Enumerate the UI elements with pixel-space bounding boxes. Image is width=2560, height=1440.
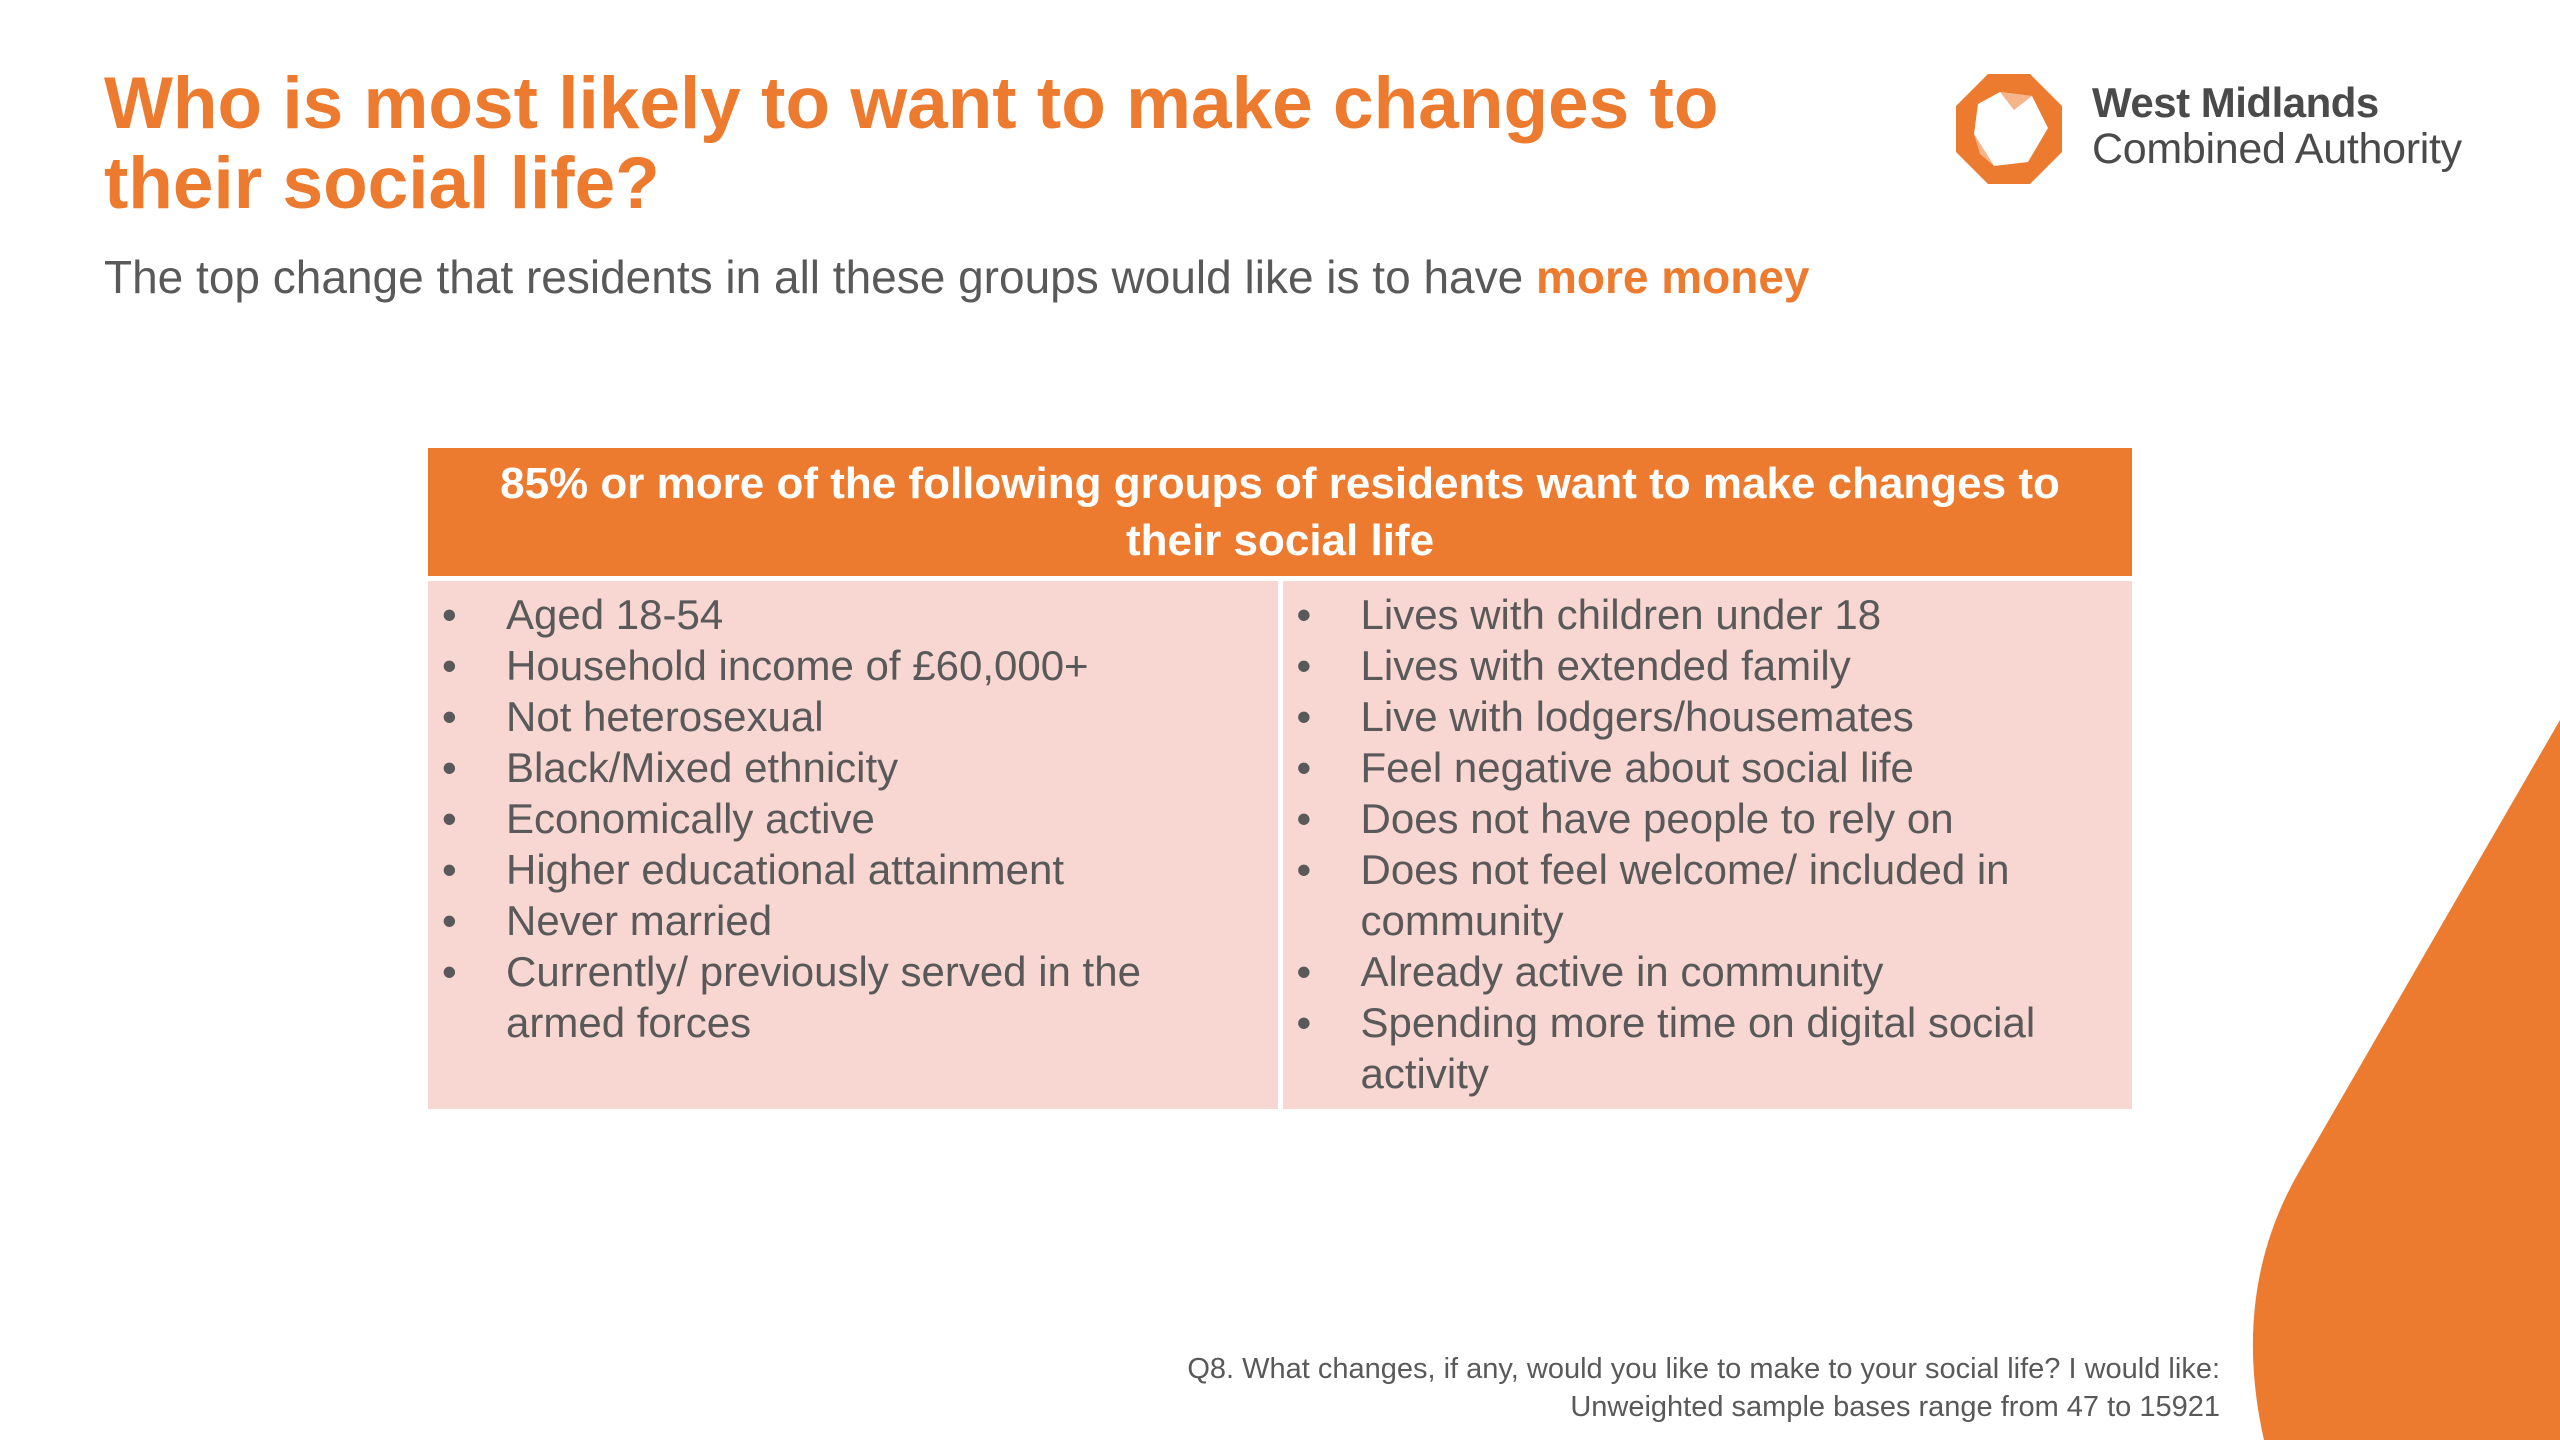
list-item: Aged 18-54 bbox=[428, 589, 1238, 640]
page-title: Who is most likely to want to make chang… bbox=[104, 63, 1719, 224]
footnote: Q8. What changes, if any, would you like… bbox=[1187, 1350, 2220, 1426]
list-item: Already active in community bbox=[1283, 946, 2093, 997]
logo-line-1: West Midlands bbox=[2092, 79, 2379, 126]
right-group-list: Lives with children under 18 Lives with … bbox=[1283, 589, 2093, 1099]
footnote-question: Q8. What changes, if any, would you like… bbox=[1187, 1353, 2220, 1385]
panel-header: 85% or more of the following groups of r… bbox=[428, 448, 2132, 576]
wmca-logo-icon bbox=[1956, 74, 2062, 184]
footnote-bases: Unweighted sample bases range from 47 to… bbox=[1570, 1391, 2220, 1423]
subtitle-highlight: more money bbox=[1535, 251, 1810, 303]
page-subtitle: The top change that residents in all the… bbox=[104, 248, 2004, 306]
right-column: Lives with children under 18 Lives with … bbox=[1282, 581, 2132, 1109]
list-item: Higher educational attainment bbox=[428, 844, 1238, 895]
subtitle-text: The top change that residents in all the… bbox=[104, 251, 1536, 303]
logo-text: West Midlands Combined Authority bbox=[2092, 79, 2462, 173]
list-item: Lives with children under 18 bbox=[1283, 589, 2093, 640]
logo-line-2: Combined Authority bbox=[2092, 125, 2462, 173]
list-item: Does not have people to rely on bbox=[1283, 793, 2093, 844]
list-item: Economically active bbox=[428, 793, 1238, 844]
left-column: Aged 18-54 Household income of £60,000+ … bbox=[428, 581, 1278, 1109]
list-item: Household income of £60,000+ bbox=[428, 640, 1238, 691]
list-item: Lives with extended family bbox=[1283, 640, 2093, 691]
list-item: Currently/ previously served in the arme… bbox=[428, 946, 1238, 1048]
list-item: Never married bbox=[428, 895, 1238, 946]
list-item: Not heterosexual bbox=[428, 691, 1238, 742]
groups-panel: 85% or more of the following groups of r… bbox=[428, 448, 2132, 1109]
list-item: Black/Mixed ethnicity bbox=[428, 742, 1238, 793]
list-item: Feel negative about social life bbox=[1283, 742, 2093, 793]
list-item: Spending more time on digital social act… bbox=[1283, 997, 2093, 1099]
list-item: Live with lodgers/housemates bbox=[1283, 691, 2093, 742]
list-item: Does not feel welcome/ included in commu… bbox=[1283, 844, 2093, 946]
panel-body: Aged 18-54 Household income of £60,000+ … bbox=[428, 581, 2132, 1109]
left-group-list: Aged 18-54 Household income of £60,000+ … bbox=[428, 589, 1238, 1048]
wmca-logo: West Midlands Combined Authority bbox=[1944, 70, 2504, 190]
